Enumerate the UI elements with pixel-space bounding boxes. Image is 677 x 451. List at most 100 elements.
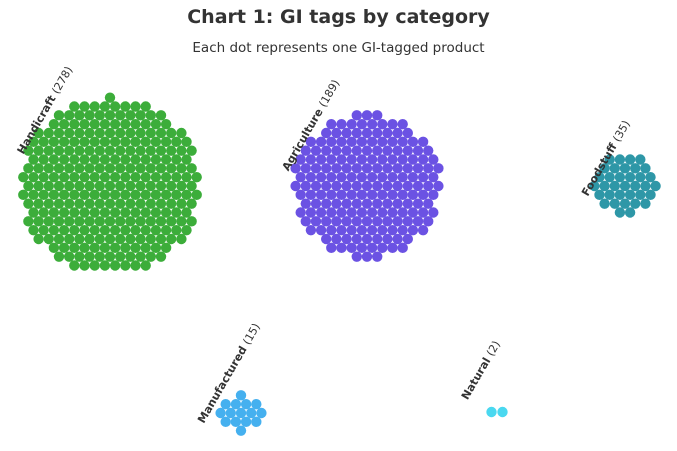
dot-handicraft	[89, 154, 100, 165]
dot-agriculture	[402, 233, 413, 245]
dot-handicraft	[74, 216, 85, 227]
dot-foodstuff	[635, 154, 646, 165]
dot-handicraft	[38, 207, 49, 218]
dot-agriculture	[412, 198, 424, 209]
dot-agriculture	[305, 171, 317, 183]
dot-agriculture	[305, 224, 317, 236]
dot-handicraft	[89, 136, 100, 148]
dot-handicraft	[145, 251, 156, 262]
dot-handicraft	[43, 198, 54, 209]
dot-handicraft	[155, 180, 167, 192]
dot-agriculture	[382, 127, 393, 139]
dot-handicraft	[89, 242, 100, 254]
dot-agriculture	[377, 224, 388, 236]
dot-agriculture	[331, 127, 342, 139]
dot-agriculture	[346, 207, 357, 218]
dot-agriculture	[326, 136, 337, 148]
dot-foodstuff	[645, 189, 656, 201]
dot-handicraft	[63, 216, 75, 227]
dot-handicraft	[23, 180, 34, 192]
dot-handicraft	[79, 224, 90, 236]
dot-handicraft	[104, 251, 116, 262]
dot-handicraft	[69, 260, 80, 271]
dot-foodstuff	[640, 180, 651, 192]
dot-manufactured	[235, 425, 247, 436]
dot-agriculture	[387, 189, 398, 201]
dot-agriculture	[346, 224, 357, 236]
dot-natural	[486, 406, 497, 418]
dot-handicraft	[99, 154, 111, 165]
dot-handicraft	[99, 207, 111, 218]
dot-handicraft	[43, 145, 54, 156]
dot-manufactured	[251, 398, 262, 410]
dot-agriculture	[300, 216, 311, 227]
dot-handicraft	[104, 163, 116, 174]
dot-agriculture	[397, 224, 408, 236]
dot-manufactured	[230, 416, 242, 428]
dot-agriculture	[321, 233, 332, 245]
dot-agriculture	[366, 207, 378, 218]
dot-agriculture	[331, 216, 342, 227]
dot-agriculture	[356, 118, 368, 130]
dot-handicraft	[69, 118, 80, 130]
dot-handicraft	[130, 189, 141, 201]
dot-agriculture	[407, 154, 419, 165]
dot-handicraft	[109, 189, 121, 201]
dot-handicraft	[33, 233, 44, 245]
dot-handicraft	[84, 145, 95, 156]
dot-handicraft	[150, 207, 162, 218]
dot-handicraft	[130, 171, 141, 183]
dot-handicraft	[33, 145, 44, 156]
dot-agriculture	[341, 145, 352, 156]
dot-handicraft	[99, 101, 111, 112]
dot-agriculture	[366, 154, 378, 165]
dot-handicraft	[150, 136, 162, 148]
dot-agriculture	[397, 118, 408, 130]
dot-handicraft	[176, 127, 187, 139]
dot-handicraft	[104, 198, 116, 209]
dot-agriculture	[392, 145, 403, 156]
dot-handicraft	[69, 207, 80, 218]
dot-agriculture	[351, 110, 362, 121]
dot-handicraft	[38, 136, 49, 148]
dot-handicraft	[115, 110, 126, 121]
dot-handicraft	[109, 154, 121, 165]
dot-agriculture	[412, 216, 424, 227]
dot-agriculture	[361, 198, 373, 209]
dot-agriculture	[407, 224, 419, 236]
dot-agriculture	[336, 136, 347, 148]
dot-handicraft	[94, 145, 106, 156]
dot-agriculture	[366, 189, 378, 201]
dot-handicraft	[63, 110, 75, 121]
dot-handicraft	[104, 110, 116, 121]
dot-handicraft	[48, 171, 60, 183]
dot-manufactured	[220, 398, 231, 410]
dot-handicraft	[104, 180, 116, 192]
dot-agriculture	[397, 136, 408, 148]
dot-handicraft	[125, 110, 136, 121]
dot-handicraft	[58, 242, 70, 254]
category-label-natural: Natural (2)	[459, 339, 503, 402]
dot-foodstuff	[650, 180, 661, 192]
dot-handicraft	[171, 154, 182, 165]
dot-agriculture	[392, 233, 403, 245]
dot-handicraft	[79, 118, 90, 130]
dot-agriculture	[315, 154, 327, 165]
dot-handicraft	[53, 216, 65, 227]
dot-agriculture	[346, 171, 357, 183]
dot-agriculture	[300, 198, 311, 209]
dot-agriculture	[392, 180, 403, 192]
dot-handicraft	[120, 154, 131, 165]
dot-handicraft	[74, 251, 85, 262]
dot-handicraft	[69, 154, 80, 165]
dot-handicraft	[135, 163, 146, 174]
cluster-natural	[486, 406, 508, 418]
dot-handicraft	[150, 118, 162, 130]
dot-agriculture	[412, 163, 424, 174]
dot-manufactured	[225, 407, 236, 419]
dot-handicraft	[130, 136, 141, 148]
dot-agriculture	[428, 154, 439, 165]
dot-handicraft	[99, 171, 111, 183]
dot-agriculture	[402, 145, 413, 156]
